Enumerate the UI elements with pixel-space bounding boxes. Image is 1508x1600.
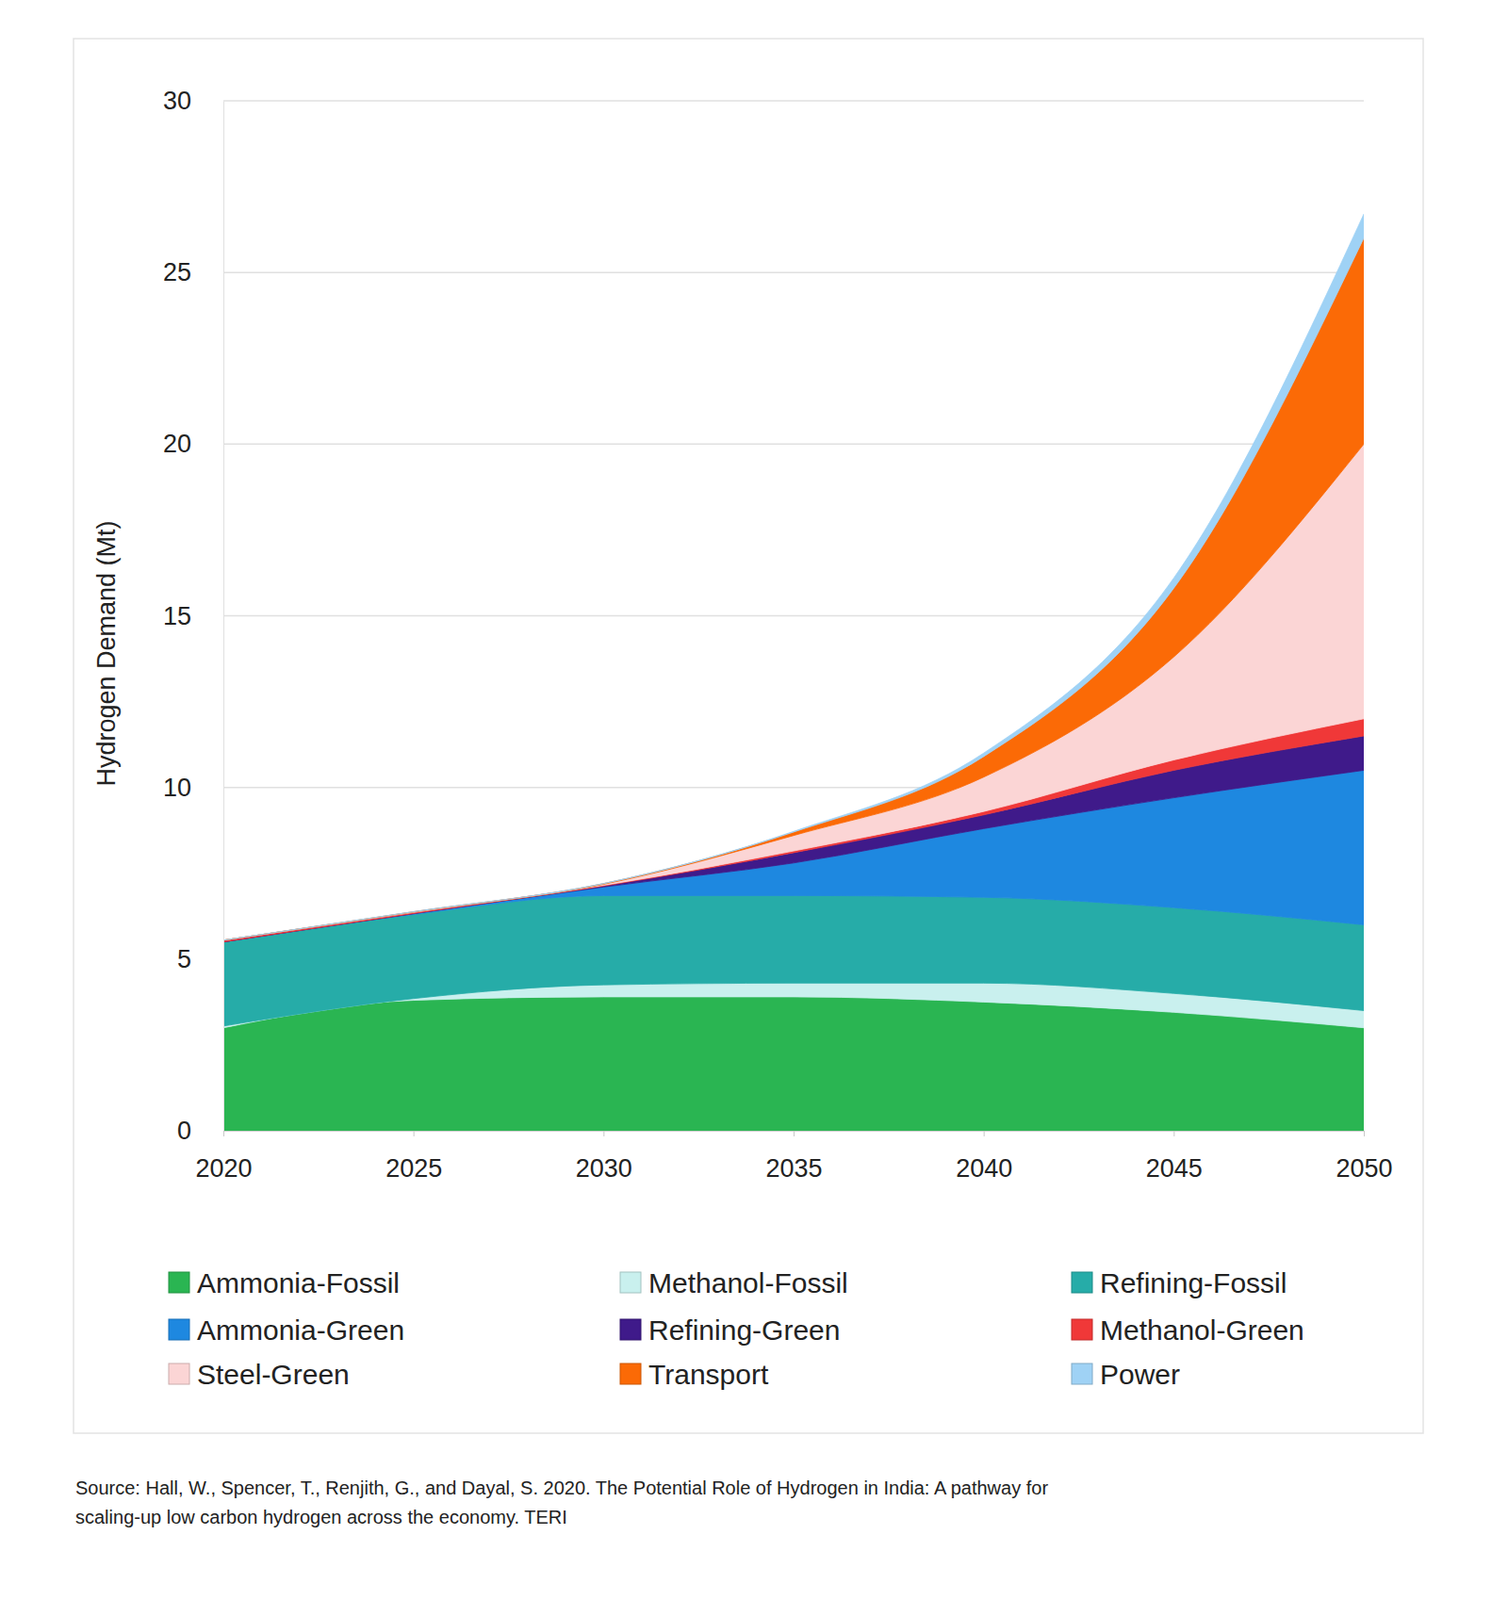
legend-swatch xyxy=(168,1363,190,1385)
x-tick-mark xyxy=(413,1131,415,1137)
y-tick-label: 20 xyxy=(163,429,192,459)
x-tick-label: 2035 xyxy=(765,1154,822,1183)
x-tick: 2040 xyxy=(955,1131,1013,1183)
legend-label: Ammonia-Fossil xyxy=(196,1267,400,1299)
x-axis-line xyxy=(224,1131,1365,1138)
area-series xyxy=(223,997,1364,1131)
legend-label: Ammonia-Green xyxy=(196,1314,405,1346)
source-text: scaling-up low carbon hydrogen across th… xyxy=(75,1507,568,1528)
y-tick: 5 xyxy=(177,945,224,974)
legend-swatch xyxy=(168,1272,190,1294)
y-axis-line xyxy=(223,101,225,1132)
x-tick-label: 2050 xyxy=(1335,1154,1393,1183)
x-tick-mark xyxy=(603,1131,605,1137)
x-tick-mark xyxy=(793,1131,795,1137)
y-tick-label: 0 xyxy=(177,1116,192,1146)
x-tick-label: 2045 xyxy=(1146,1154,1203,1183)
legend-swatch xyxy=(1071,1363,1093,1385)
area-series xyxy=(223,238,1364,941)
y-tick-label: 5 xyxy=(177,945,192,974)
x-tick-label: 2040 xyxy=(955,1154,1013,1183)
x-tick-mark xyxy=(1363,1131,1365,1137)
x-tick: 2050 xyxy=(1335,1131,1393,1183)
legend-label: Transport xyxy=(648,1359,770,1391)
legend-label: Refining-Fossil xyxy=(1099,1267,1287,1299)
x-tick-mark xyxy=(983,1131,985,1137)
x-tick: 2025 xyxy=(385,1131,443,1183)
legend-swatch xyxy=(1071,1319,1093,1341)
area-series xyxy=(223,213,1364,941)
y-tick: 20 xyxy=(163,429,224,459)
y-tick-label: 15 xyxy=(163,602,192,631)
x-tick-mark xyxy=(223,1131,225,1137)
y-tick-label: 10 xyxy=(163,773,192,803)
y-tick-label: 25 xyxy=(163,258,192,287)
y-tick: 30 xyxy=(163,86,224,115)
chart: 0510152025302020202520302035204020452050… xyxy=(0,0,1508,1600)
x-tick: 2020 xyxy=(195,1131,252,1183)
legend-swatch xyxy=(620,1319,641,1341)
grid-line xyxy=(223,99,1364,102)
y-tick: 25 xyxy=(163,258,224,287)
area-series xyxy=(223,443,1364,940)
x-tick: 2045 xyxy=(1146,1131,1203,1183)
chart-frame xyxy=(73,38,1424,1434)
y-axis: 0 5 10 15 20 25 30 xyxy=(163,86,225,1146)
y-axis-title: Hydrogen Demand (Mt) xyxy=(92,520,121,787)
grid-line xyxy=(223,443,1364,446)
legend-swatch xyxy=(1071,1272,1093,1294)
source: Source: Hall, W., Spencer, T., Renjith, … xyxy=(75,1477,1049,1528)
x-tick-label: 2025 xyxy=(385,1154,443,1183)
x-axis: 2020 2025 2030 2035 2040 2045 2050 xyxy=(195,1131,1393,1183)
x-tick: 2030 xyxy=(575,1131,633,1183)
y-tick: 15 xyxy=(163,602,224,631)
x-tick: 2035 xyxy=(765,1131,822,1183)
y-tick: 10 xyxy=(163,773,224,803)
legend-label: Power xyxy=(1099,1359,1181,1391)
legend-swatch xyxy=(620,1272,641,1294)
legend-label: Methanol-Fossil xyxy=(648,1267,849,1299)
legend-label: Steel-Green xyxy=(196,1359,350,1391)
legend-label: Methanol-Green xyxy=(1099,1314,1305,1346)
y-tick-label: 30 xyxy=(163,86,192,115)
grid-line xyxy=(223,271,1364,274)
legend-label: Refining-Green xyxy=(648,1314,840,1346)
x-tick-mark xyxy=(1173,1131,1175,1137)
legend-swatch xyxy=(168,1319,190,1341)
x-tick-label: 2030 xyxy=(575,1154,633,1183)
x-tick-label: 2020 xyxy=(195,1154,252,1183)
legend: Ammonia-Fossil Methanol-Fossil Refining-Fo… xyxy=(168,1267,1305,1391)
source-text: Source: Hall, W., Spencer, T., Renjith, … xyxy=(75,1477,1049,1499)
y-tick: 0 xyxy=(177,1116,224,1146)
legend-swatch xyxy=(620,1363,641,1385)
areas xyxy=(223,213,1364,1131)
grid xyxy=(223,100,1364,1131)
